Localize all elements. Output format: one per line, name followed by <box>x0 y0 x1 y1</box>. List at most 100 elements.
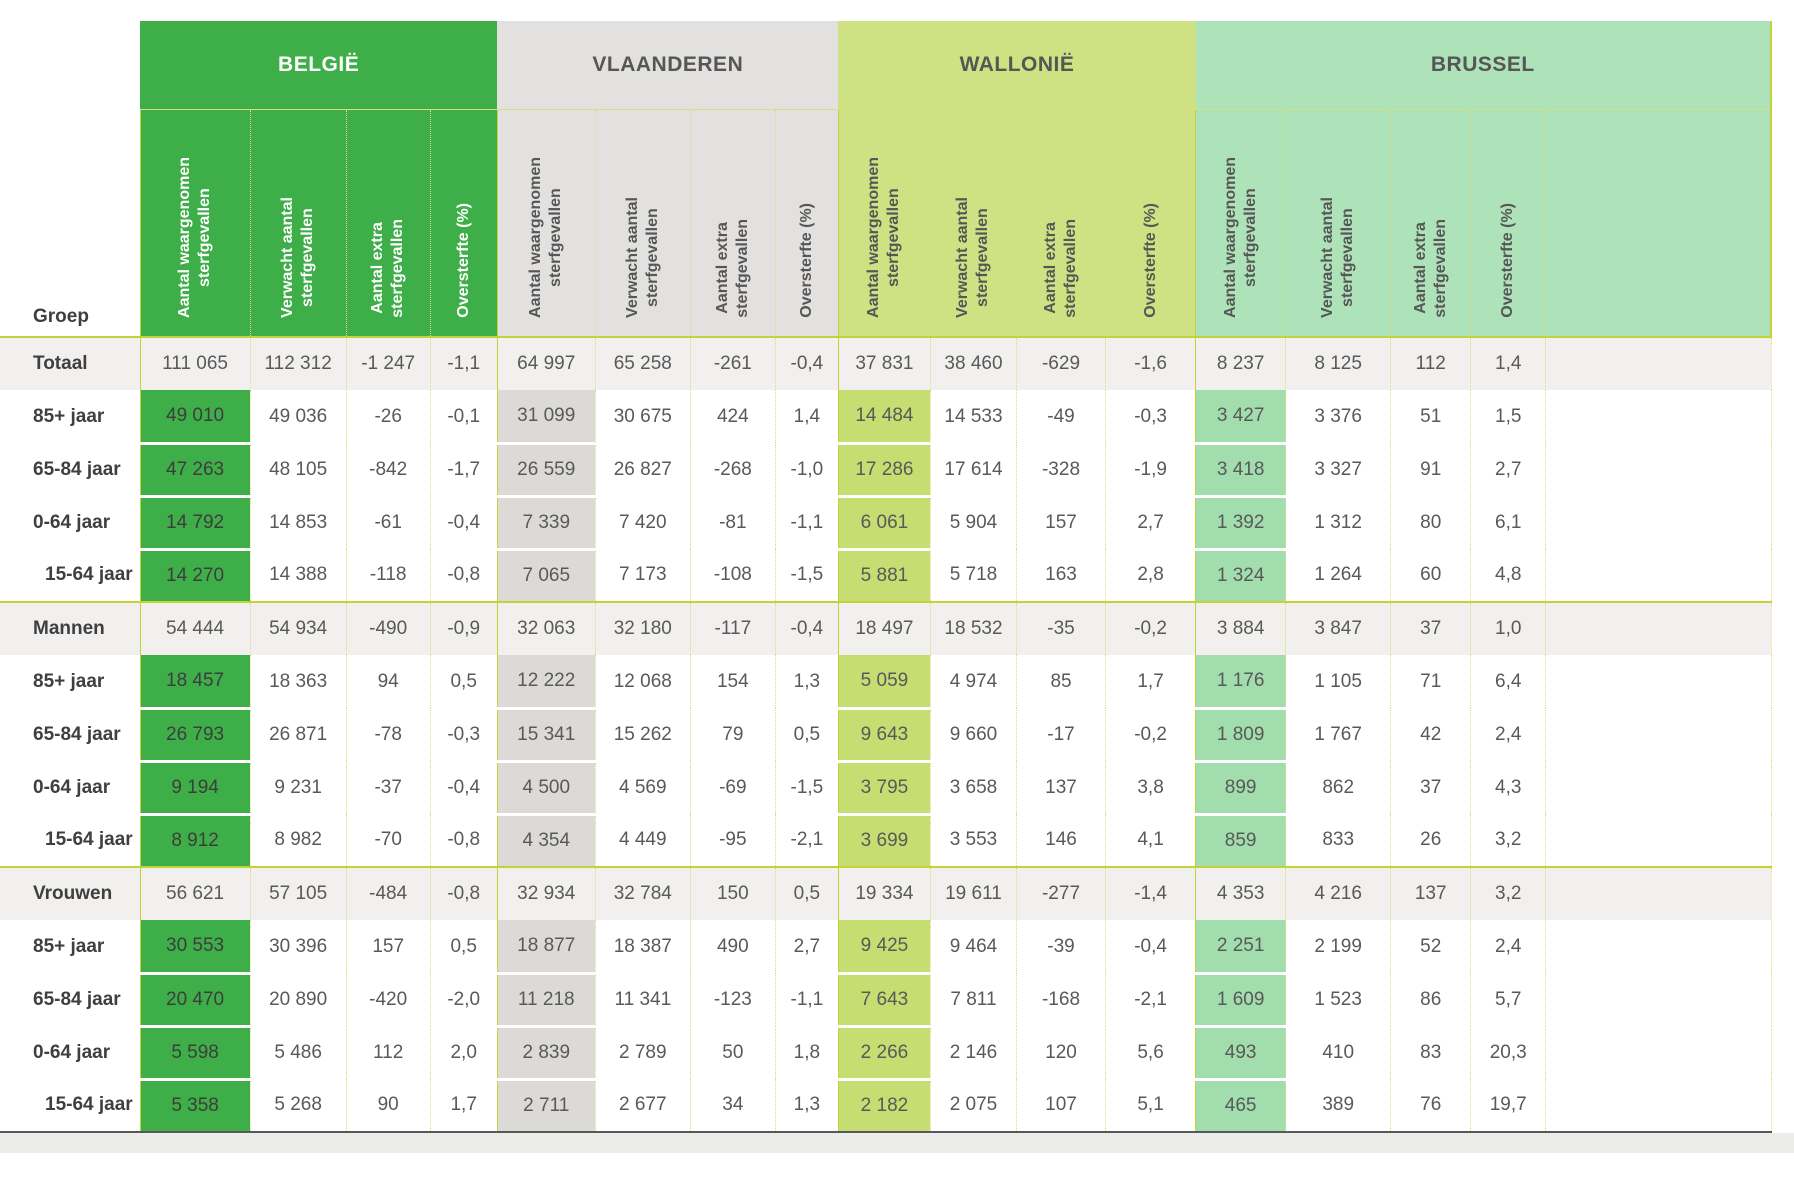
data-cell: 26 871 <box>249 708 347 761</box>
data-cell: 3,8 <box>1105 761 1196 814</box>
row-label: Vrouwen <box>0 866 141 920</box>
data-cell: 1 105 <box>1285 655 1391 708</box>
data-cell: -1,1 <box>429 337 498 390</box>
data-cell: 18 497 <box>837 601 931 655</box>
data-cell: -1,5 <box>774 761 839 814</box>
data-cell: 7 065 <box>496 549 596 602</box>
column-header-brussel-3: Oversterfte (%) <box>1470 109 1546 338</box>
data-cell: 859 <box>1195 814 1286 867</box>
data-cell: 12 068 <box>594 655 691 708</box>
data-cell: 54 444 <box>139 601 251 655</box>
filler-cell <box>1545 866 1772 920</box>
data-cell: 2 711 <box>496 1079 596 1133</box>
data-cell: 1 324 <box>1195 549 1286 602</box>
data-cell: 18 457 <box>139 655 251 710</box>
table-row-15-64-jaar: 15-64 jaar 8 912 8 982 -70 -0,8 4 354 4 449 -95… <box>0 814 1772 867</box>
data-cell: -118 <box>345 549 431 602</box>
data-cell: 57 105 <box>249 866 347 920</box>
data-cell: -1,1 <box>774 496 839 549</box>
data-cell: -2,1 <box>1105 973 1196 1026</box>
data-cell: 3 327 <box>1285 443 1391 496</box>
data-cell: 2 266 <box>837 1026 931 1081</box>
data-cell: 0,5 <box>774 866 839 920</box>
data-cell: 64 997 <box>496 337 596 390</box>
data-cell: -484 <box>345 866 431 920</box>
column-header-brussel-0: Aantal waargenomen sterfgevallen <box>1195 109 1286 338</box>
data-cell: 157 <box>345 920 431 973</box>
data-cell: -0,4 <box>429 496 498 549</box>
data-cell: 9 464 <box>929 920 1017 973</box>
data-cell: -0,4 <box>774 601 839 655</box>
data-cell: 0,5 <box>429 655 498 708</box>
column-header-label: Aantal extra sterfgevallen <box>1411 219 1449 318</box>
table-row-85+-jaar: 85+ jaar 30 553 30 396 157 0,5 18 877 18 387 49… <box>0 920 1772 975</box>
data-cell: 76 <box>1390 1079 1471 1133</box>
data-cell: 32 063 <box>496 601 596 655</box>
data-cell: 3 795 <box>837 761 931 816</box>
data-cell: 0,5 <box>429 920 498 973</box>
data-cell: 3 847 <box>1285 601 1391 655</box>
data-cell: 32 784 <box>594 866 691 920</box>
column-header-label: Oversterfte (%) <box>797 203 815 318</box>
data-cell: 2,4 <box>1470 708 1546 761</box>
column-header-label: Aantal extra sterfgevallen <box>369 219 407 318</box>
column-header-wallonie-2: Aantal extra sterfgevallen <box>1015 109 1106 338</box>
column-header-label: Aantal extra sterfgevallen <box>1042 219 1079 318</box>
data-cell: -78 <box>345 708 431 761</box>
data-cell: 112 <box>1390 337 1471 390</box>
data-cell: 54 934 <box>249 601 347 655</box>
data-cell: 85 <box>1015 655 1106 708</box>
table-row-85+-jaar: 85+ jaar 49 010 49 036 -26 -0,1 31 099 30 675 4… <box>0 390 1772 445</box>
data-cell: 493 <box>1195 1026 1286 1081</box>
data-cell: 14 484 <box>837 390 931 445</box>
data-cell: -168 <box>1015 973 1106 1026</box>
data-cell: 4 974 <box>929 655 1017 708</box>
data-cell: 15 341 <box>496 708 596 763</box>
column-header-label: Verwacht aantal sterfgevallen <box>1319 197 1357 318</box>
data-cell: 18 877 <box>496 920 596 975</box>
data-cell: 1,4 <box>774 390 839 443</box>
row-label: 0-64 jaar <box>33 1041 111 1063</box>
column-header-label: Aantal waargenomen sterfgevallen <box>865 157 903 318</box>
table-row-65-84-jaar: 65-84 jaar 20 470 20 890 -420 -2,0 11 218 11 3… <box>0 973 1772 1028</box>
table-row-0-64-jaar: 0-64 jaar 5 598 5 486 112 2,0 2 839 2 789 50 1,8… <box>0 1026 1772 1081</box>
column-header-vlaanderen-3: Oversterfte (%) <box>774 109 839 338</box>
table-row-65-84-jaar: 65-84 jaar 47 263 48 105 -842 -1,7 26 559 26 8… <box>0 443 1772 498</box>
data-cell: 111 065 <box>139 337 251 390</box>
data-cell: 112 312 <box>249 337 347 390</box>
data-cell: 1,3 <box>774 655 839 708</box>
region-header-brussel: BRUSSEL <box>1195 21 1773 110</box>
data-cell: 7 339 <box>496 496 596 551</box>
row-label: Totaal <box>0 337 141 390</box>
data-cell: 17 614 <box>929 443 1017 496</box>
data-cell: 5 881 <box>837 549 931 602</box>
column-header-brussel-2: Aantal extra sterfgevallen <box>1390 109 1471 338</box>
data-cell: 6,1 <box>1470 496 1546 549</box>
data-cell: 1 767 <box>1285 708 1391 761</box>
row-label: 65-84 jaar <box>33 988 121 1010</box>
data-cell: 157 <box>1015 496 1106 549</box>
data-cell: -328 <box>1015 443 1106 496</box>
data-cell: 3 427 <box>1195 390 1286 445</box>
data-cell: 490 <box>689 920 776 973</box>
data-cell: 32 934 <box>496 866 596 920</box>
data-cell: 7 420 <box>594 496 691 549</box>
region-header-belgie: BELGIË <box>140 21 498 110</box>
data-cell: -0,9 <box>429 601 498 655</box>
data-cell: 8 982 <box>249 814 347 867</box>
data-cell: 2 146 <box>929 1026 1017 1079</box>
data-cell: -95 <box>689 814 776 867</box>
data-cell: 3 658 <box>929 761 1017 814</box>
data-cell: 60 <box>1390 549 1471 602</box>
table-row-85+-jaar: 85+ jaar 18 457 18 363 94 0,5 12 222 12 068 154… <box>0 655 1772 710</box>
column-header-belgie-0: Aantal waargenomen sterfgevallen <box>139 109 251 338</box>
data-cell: 1,7 <box>1105 655 1196 708</box>
data-cell: 11 341 <box>594 973 691 1026</box>
region-header-vlaanderen: VLAANDEREN <box>497 21 839 110</box>
data-cell: 9 231 <box>249 761 347 814</box>
column-header-belgie-2: Aantal extra sterfgevallen <box>345 109 431 338</box>
data-cell: 12 222 <box>496 655 596 710</box>
filler-cell <box>1545 655 1772 708</box>
data-cell: 2,7 <box>774 920 839 973</box>
data-cell: 20 890 <box>249 973 347 1026</box>
